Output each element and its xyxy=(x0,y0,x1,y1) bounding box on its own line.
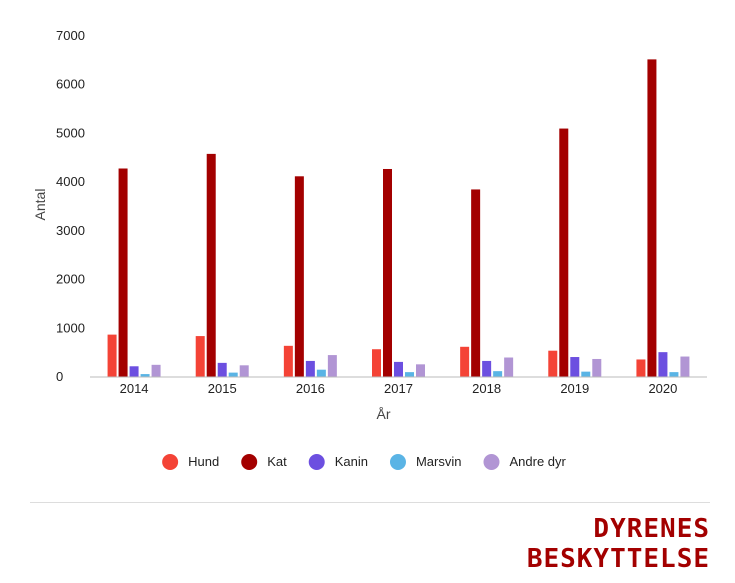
bar-hund-2014 xyxy=(107,334,117,377)
bar-marsvin-2017 xyxy=(405,372,414,377)
legend-swatch-andre-dyr xyxy=(483,454,500,470)
bar-hund-2019 xyxy=(548,350,558,377)
bar-andre-dyr-2020 xyxy=(680,356,690,377)
bar-andre-dyr-2017 xyxy=(416,364,425,377)
x-tick-label: 2016 xyxy=(296,381,325,396)
bar-kat-2019 xyxy=(559,128,569,377)
bar-marsvin-2016 xyxy=(316,369,326,377)
y-tick-label: 5000 xyxy=(56,125,85,140)
bar-marsvin-2015 xyxy=(228,372,238,377)
legend-swatch-kanin xyxy=(308,454,325,470)
legend-swatch-kat xyxy=(241,454,258,470)
bar-kanin-2019 xyxy=(570,357,580,377)
divider xyxy=(30,502,710,503)
bar-marsvin-2020 xyxy=(669,372,679,377)
x-tick-label: 2020 xyxy=(648,381,677,396)
bar-kanin-2020 xyxy=(658,352,668,377)
bar-andre-dyr-2018 xyxy=(504,357,514,377)
bar-kanin-2015 xyxy=(217,362,227,377)
bar-andre-dyr-2016 xyxy=(327,355,337,377)
x-tick-label: 2017 xyxy=(384,381,413,396)
brand-logo: DYRENES BESKYTTELSE xyxy=(527,514,710,574)
legend-label-andre-dyr: Andre dyr xyxy=(509,454,566,469)
y-axis-title: Antal xyxy=(32,189,48,221)
bar-kanin-2016 xyxy=(305,360,315,377)
x-tick-label: 2019 xyxy=(560,381,589,396)
y-tick-label: 6000 xyxy=(56,77,85,92)
bar-marsvin-2014 xyxy=(140,374,150,377)
x-tick-label: 2018 xyxy=(472,381,501,396)
legend-label-kat: Kat xyxy=(267,454,287,469)
y-tick-label: 4000 xyxy=(56,174,85,189)
legend-swatch-marsvin xyxy=(389,454,406,470)
bar-kat-2015 xyxy=(206,153,216,377)
bar-kat-2014 xyxy=(118,168,128,377)
bar-andre-dyr-2014 xyxy=(151,364,161,377)
bar-kat-2017 xyxy=(383,168,392,377)
legend-label-hund: Hund xyxy=(188,454,219,469)
x-axis-title: År xyxy=(377,406,391,422)
y-tick-label: 7000 xyxy=(56,28,85,43)
bar-hund-2017 xyxy=(372,349,381,377)
brand-line-2: BESKYTTELSE xyxy=(526,544,710,574)
bar-marsvin-2018 xyxy=(493,371,503,377)
x-tick-label: 2015 xyxy=(208,381,237,396)
bar-andre-dyr-2019 xyxy=(592,358,602,377)
bar-kat-2016 xyxy=(294,176,304,377)
bar-kat-2020 xyxy=(647,59,657,377)
bar-andre-dyr-2015 xyxy=(239,365,249,377)
brand-line-1: DYRENES xyxy=(593,514,710,544)
bar-hund-2018 xyxy=(460,346,470,377)
bar-hund-2015 xyxy=(195,336,205,377)
legend-label-marsvin: Marsvin xyxy=(416,454,462,469)
y-tick-label: 3000 xyxy=(56,223,85,238)
bar-marsvin-2019 xyxy=(581,371,591,377)
bar-hund-2020 xyxy=(636,359,646,377)
bar-kanin-2014 xyxy=(129,366,139,377)
bar-kanin-2017 xyxy=(394,361,403,377)
legend-label-kanin: Kanin xyxy=(335,454,368,469)
bar-hund-2016 xyxy=(283,345,293,377)
x-tick-label: 2014 xyxy=(120,381,149,396)
y-tick-label: 1000 xyxy=(56,320,85,335)
legend-swatch-hund xyxy=(162,454,179,470)
y-tick-label: 2000 xyxy=(56,272,85,287)
y-tick-label: 0 xyxy=(56,369,63,384)
bar-kanin-2018 xyxy=(482,360,492,377)
bar-chart: 0 1000 2000 3000 4000 5000 6000 7000 Antal 2014 20… xyxy=(32,28,707,470)
bar-kat-2018 xyxy=(471,189,481,377)
